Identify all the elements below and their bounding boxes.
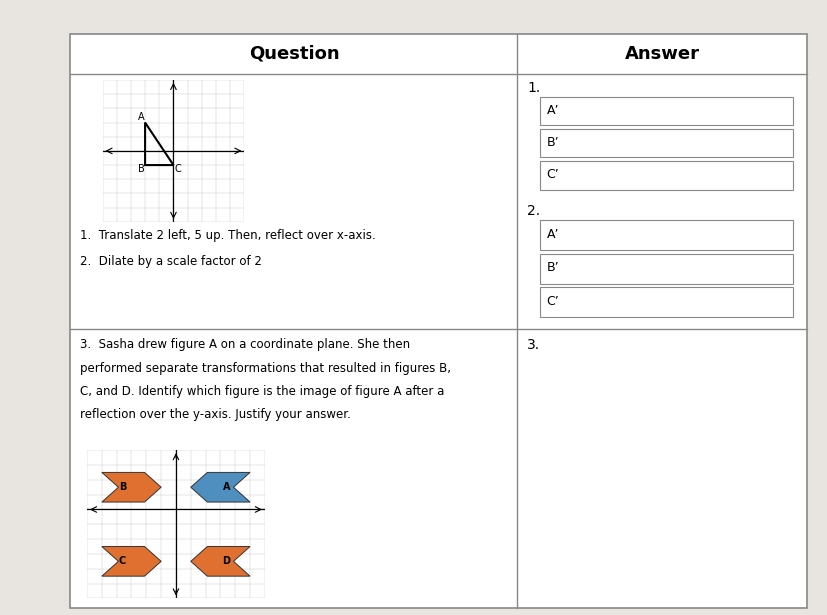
Bar [70,34,806,608]
Text: 3.  Sasha drew figure A on a coordinate plane. She then: 3. Sasha drew figure A on a coordinate p… [80,338,410,351]
Polygon shape [102,472,161,502]
Text: C’: C’ [546,169,558,181]
Bar [539,220,792,250]
Text: A’: A’ [546,228,558,240]
Text: 1.: 1. [527,81,540,95]
Text: C: C [174,164,181,174]
Text: A: A [222,482,230,492]
Polygon shape [190,547,250,576]
Bar [539,97,792,125]
Text: 1.  Translate 2 left, 5 up. Then, reflect over x-axis.: 1. Translate 2 left, 5 up. Then, reflect… [80,229,375,242]
Text: performed separate transformations that resulted in figures B,: performed separate transformations that … [80,362,451,375]
Text: B: B [119,482,127,492]
Text: reflection over the y-axis. Justify your answer.: reflection over the y-axis. Justify your… [80,408,351,421]
Text: A: A [138,112,145,122]
Text: C: C [119,557,126,566]
Text: B’: B’ [546,136,558,149]
Text: Answer: Answer [624,45,699,63]
Text: Question: Question [248,45,339,63]
Polygon shape [190,472,250,502]
Text: C, and D. Identify which figure is the image of figure A after a: C, and D. Identify which figure is the i… [80,385,444,398]
Text: B: B [138,164,145,174]
Text: B’: B’ [546,261,558,274]
Text: A’: A’ [546,104,558,117]
Polygon shape [102,547,161,576]
Text: 2.  Dilate by a scale factor of 2: 2. Dilate by a scale factor of 2 [80,255,262,268]
Bar [539,253,792,284]
Bar [539,287,792,317]
Bar [539,129,792,157]
Bar [539,161,792,189]
Text: 3.: 3. [527,338,540,352]
Text: D: D [222,557,230,566]
Text: 2.: 2. [527,204,540,218]
Text: C’: C’ [546,295,558,308]
